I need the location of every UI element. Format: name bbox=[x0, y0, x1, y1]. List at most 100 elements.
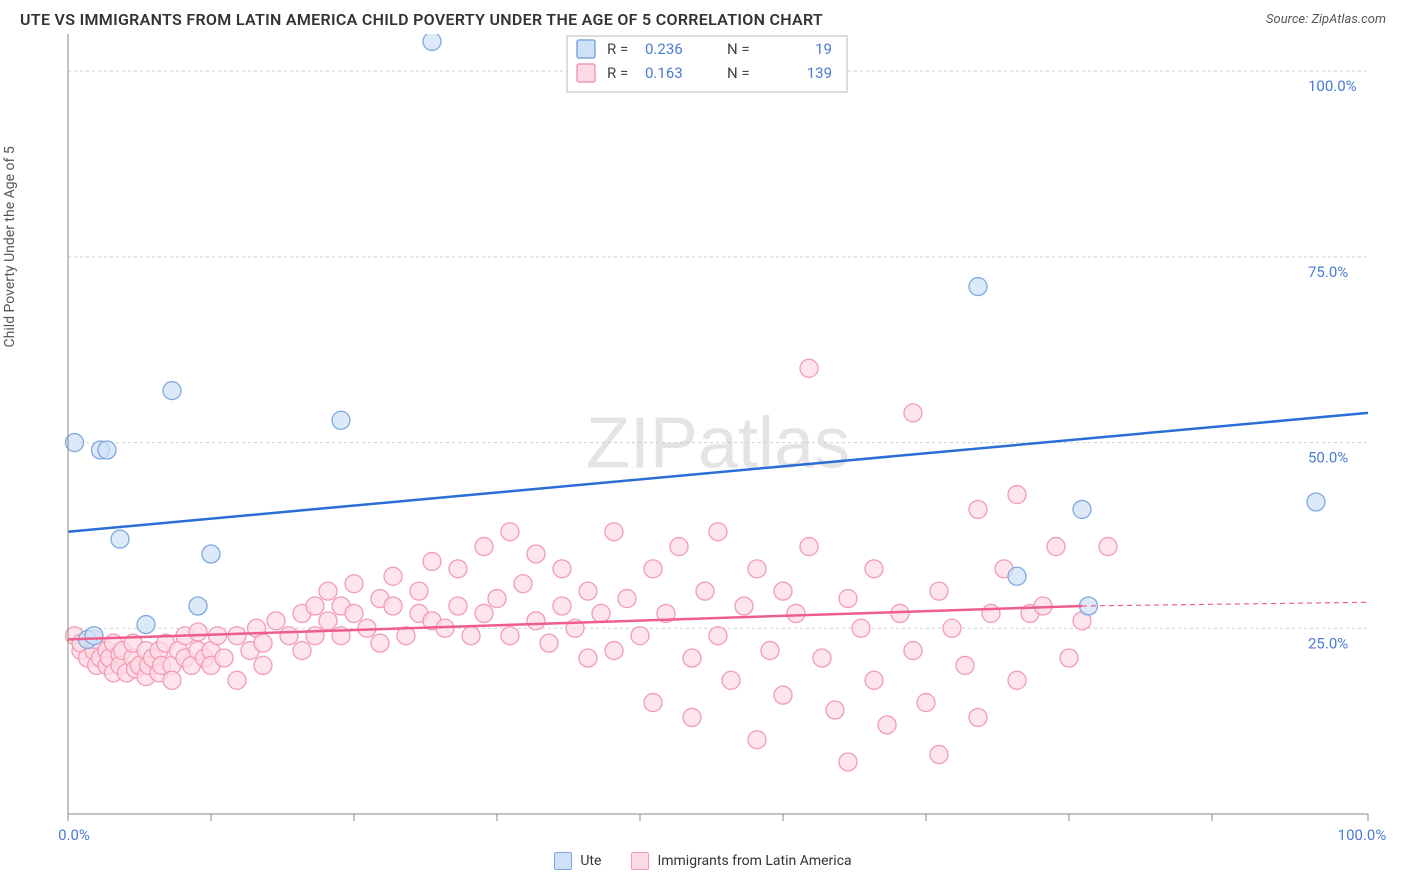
legend-label: Ute bbox=[580, 853, 601, 869]
immigrants-point bbox=[449, 597, 467, 615]
y-tick-label: 50.0% bbox=[1308, 449, 1348, 467]
immigrants-point bbox=[345, 604, 363, 622]
immigrants-point bbox=[345, 575, 363, 593]
immigrants-point bbox=[553, 560, 571, 578]
immigrants-point bbox=[514, 575, 532, 593]
immigrants-point bbox=[748, 731, 766, 749]
immigrants-point bbox=[267, 612, 285, 630]
stats-r-value: 0.236 bbox=[645, 40, 683, 58]
immigrants-point bbox=[956, 656, 974, 674]
immigrants-point bbox=[501, 523, 519, 541]
immigrants-point bbox=[371, 634, 389, 652]
immigrants-point bbox=[735, 597, 753, 615]
immigrants-point bbox=[709, 523, 727, 541]
immigrants-point bbox=[1099, 538, 1117, 556]
ute-point bbox=[163, 382, 181, 400]
immigrants-point bbox=[605, 642, 623, 660]
immigrants-point bbox=[540, 634, 558, 652]
ute-point bbox=[1307, 493, 1325, 511]
legend-item: Ute bbox=[554, 852, 601, 870]
immigrants-point bbox=[215, 649, 233, 667]
source-attribution: Source: ZipAtlas.com bbox=[1266, 12, 1386, 27]
ute-point bbox=[137, 616, 155, 634]
immigrants-point bbox=[969, 708, 987, 726]
immigrants-point bbox=[280, 627, 298, 645]
chart-header: UTE VS IMMIGRANTS FROM LATIN AMERICA CHI… bbox=[0, 0, 1406, 34]
legend-label: Immigrants from Latin America bbox=[657, 853, 851, 869]
immigrants-point bbox=[488, 590, 506, 608]
immigrants-point bbox=[228, 627, 246, 645]
ute-point bbox=[1008, 567, 1026, 585]
y-tick-label: 25.0% bbox=[1308, 634, 1348, 652]
immigrants-point bbox=[852, 619, 870, 637]
immigrants-point bbox=[644, 560, 662, 578]
ute-point bbox=[98, 441, 116, 459]
immigrants-point bbox=[475, 604, 493, 622]
immigrants-point bbox=[774, 582, 792, 600]
y-tick-label: 100.0% bbox=[1308, 77, 1357, 95]
ute-point bbox=[202, 545, 220, 563]
immigrants-point bbox=[878, 716, 896, 734]
immigrants-point bbox=[722, 671, 740, 689]
stats-n-label: N = bbox=[727, 40, 750, 58]
immigrants-point bbox=[800, 359, 818, 377]
immigrants-point bbox=[631, 627, 649, 645]
immigrants-point bbox=[319, 582, 337, 600]
ute-point bbox=[85, 627, 103, 645]
immigrants-point bbox=[943, 619, 961, 637]
ute-point bbox=[1073, 500, 1091, 518]
immigrants-point bbox=[605, 523, 623, 541]
stats-r-label: R = bbox=[607, 40, 628, 58]
immigrants-point bbox=[839, 753, 857, 771]
ute-point bbox=[332, 411, 350, 429]
immigrants-point bbox=[449, 560, 467, 578]
immigrants-point bbox=[527, 612, 545, 630]
immigrants-point bbox=[917, 694, 935, 712]
chart-title: UTE VS IMMIGRANTS FROM LATIN AMERICA CHI… bbox=[20, 10, 823, 29]
immigrants-point bbox=[800, 538, 818, 556]
legend-item: Immigrants from Latin America bbox=[631, 852, 851, 870]
immigrants-point bbox=[618, 590, 636, 608]
immigrants-point bbox=[423, 552, 441, 570]
immigrants-point bbox=[826, 701, 844, 719]
immigrants-point bbox=[683, 649, 701, 667]
immigrants-point bbox=[683, 708, 701, 726]
stats-r-value: 0.163 bbox=[645, 64, 683, 82]
immigrants-point bbox=[774, 686, 792, 704]
source-value: ZipAtlas.com bbox=[1311, 12, 1386, 27]
immigrants-point bbox=[1008, 671, 1026, 689]
immigrants-point bbox=[1060, 649, 1078, 667]
immigrants-point bbox=[839, 590, 857, 608]
immigrants-point bbox=[579, 649, 597, 667]
x-tick-label: 100.0% bbox=[1338, 826, 1386, 844]
ute-point bbox=[969, 278, 987, 296]
ute-point bbox=[189, 597, 207, 615]
immigrants-point bbox=[787, 604, 805, 622]
immigrants-point bbox=[579, 582, 597, 600]
immigrants-point bbox=[1047, 538, 1065, 556]
immigrants-point bbox=[748, 560, 766, 578]
immigrants-point bbox=[293, 642, 311, 660]
immigrants-point bbox=[384, 567, 402, 585]
stats-swatch bbox=[577, 64, 595, 82]
immigrants-point bbox=[865, 671, 883, 689]
immigrants-point bbox=[475, 538, 493, 556]
immigrants-point bbox=[306, 597, 324, 615]
immigrants-point bbox=[813, 649, 831, 667]
immigrants-point bbox=[904, 642, 922, 660]
stats-n-value: 19 bbox=[815, 40, 832, 58]
immigrants-point bbox=[462, 627, 480, 645]
immigrants-point bbox=[384, 597, 402, 615]
immigrants-point bbox=[189, 623, 207, 641]
ute-point bbox=[111, 530, 129, 548]
immigrants-point bbox=[865, 560, 883, 578]
y-axis-label: Child Poverty Under the Age of 5 bbox=[2, 146, 18, 347]
immigrants-point bbox=[553, 597, 571, 615]
immigrants-point bbox=[592, 604, 610, 622]
immigrants-point bbox=[319, 612, 337, 630]
stats-swatch bbox=[577, 40, 595, 58]
scatter-chart: 25.0%50.0%75.0%100.0%ZIPatlas0.0%100.0%R… bbox=[20, 34, 1386, 846]
immigrants-point bbox=[254, 656, 272, 674]
y-tick-label: 75.0% bbox=[1308, 263, 1348, 281]
source-label: Source: bbox=[1266, 12, 1311, 27]
